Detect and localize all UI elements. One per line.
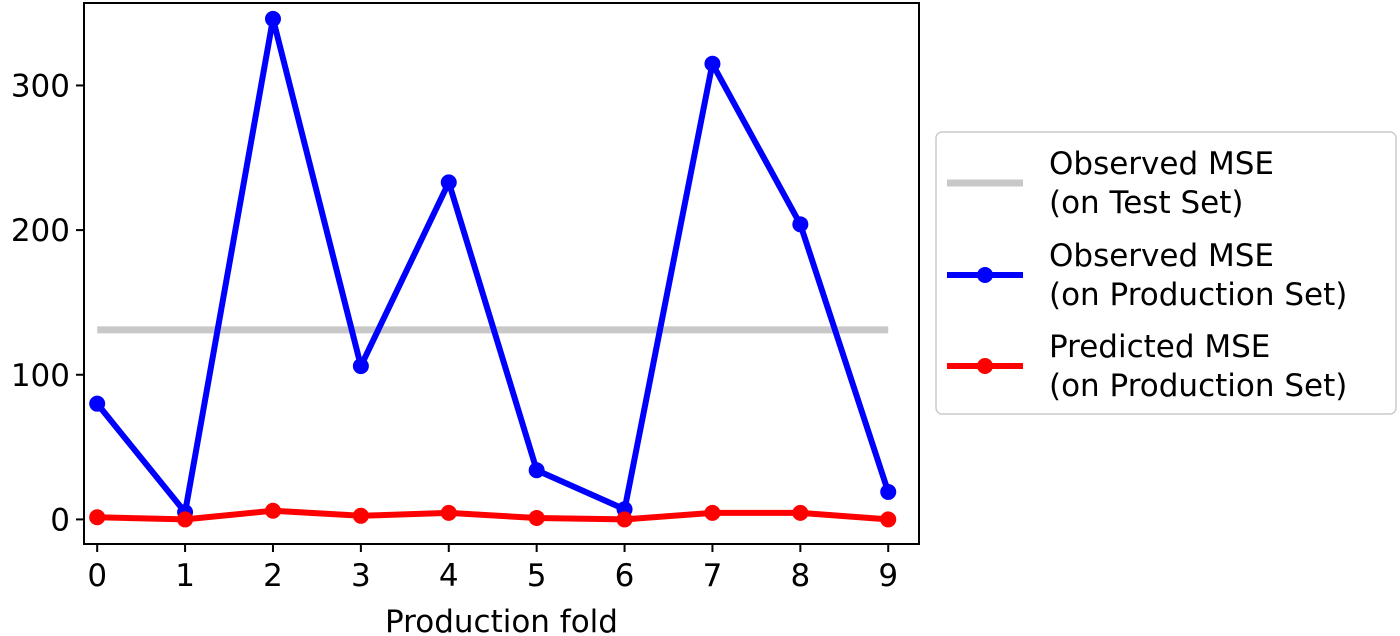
x-tick-label: 3 xyxy=(351,558,371,594)
data-point xyxy=(704,55,721,72)
data-point xyxy=(264,10,281,27)
x-axis-label: Production fold xyxy=(385,604,618,636)
data-point xyxy=(616,511,633,528)
x-tick-label: 5 xyxy=(527,558,547,594)
x-tick-label: 0 xyxy=(87,558,107,594)
data-point xyxy=(89,509,106,526)
x-tick-label: 4 xyxy=(439,558,459,594)
x-tick-label: 2 xyxy=(263,558,283,594)
y-tick-label: 0 xyxy=(50,502,70,538)
y-tick-label: 200 xyxy=(11,213,70,249)
data-point xyxy=(352,507,369,524)
legend-frame xyxy=(935,131,1397,415)
series-layer xyxy=(89,10,897,528)
y-axis: 0 100 200 300 xyxy=(11,68,84,538)
x-tick-label: 6 xyxy=(615,558,635,594)
data-point xyxy=(528,462,545,479)
data-point xyxy=(528,509,545,526)
x-axis: 0 1 2 3 4 5 6 7 8 9 xyxy=(87,544,898,594)
x-tick-label: 9 xyxy=(878,558,898,594)
y-tick-label: 100 xyxy=(11,358,70,394)
data-point xyxy=(792,504,809,521)
legend-label: Observed MSE (on Production Set) xyxy=(1049,238,1347,313)
data-point xyxy=(880,511,897,528)
legend-entry: Predicted MSE (on Production Set) xyxy=(947,329,1347,404)
data-point xyxy=(177,511,194,528)
data-point xyxy=(89,395,106,412)
data-point xyxy=(264,502,281,519)
data-point xyxy=(440,504,457,521)
series-line xyxy=(94,15,892,516)
legend-label: Observed MSE (on Test Set) xyxy=(1049,146,1274,221)
data-point xyxy=(704,504,721,521)
legend: Observed MSE (on Test Set) Observed MSE (on… xyxy=(935,131,1397,415)
series-line xyxy=(97,507,889,523)
series-3 xyxy=(89,502,897,528)
x-tick-label: 7 xyxy=(703,558,723,594)
x-tick-label: 8 xyxy=(790,558,810,594)
data-point xyxy=(880,483,897,500)
data-point xyxy=(352,358,369,375)
data-point xyxy=(792,216,809,233)
x-tick-label: 1 xyxy=(175,558,195,594)
y-tick-label: 300 xyxy=(11,68,70,104)
legend-swatch-marker xyxy=(977,267,993,283)
plot-frame xyxy=(83,2,920,545)
legend-entry: Observed MSE (on Production Set) xyxy=(947,238,1347,313)
legend-entry: Observed MSE (on Test Set) xyxy=(947,146,1274,221)
data-point xyxy=(440,174,457,191)
legend-label: Predicted MSE (on Production Set) xyxy=(1049,329,1347,404)
legend-swatch-marker xyxy=(977,358,993,374)
